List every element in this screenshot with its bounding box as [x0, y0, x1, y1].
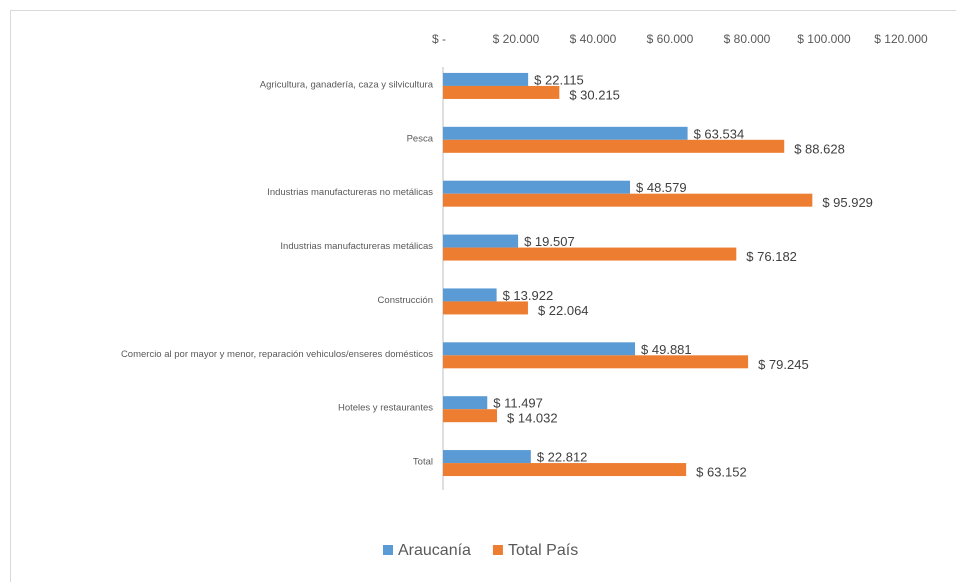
- x-tick-label: $ 80.000: [724, 32, 771, 46]
- category-label: Industrias manufactureras metálicas: [280, 241, 433, 252]
- bar: [443, 450, 531, 464]
- category-label: Comercio al por mayor y menor, reparació…: [121, 349, 433, 360]
- bar: [443, 342, 636, 356]
- bar: [443, 355, 749, 369]
- legend-swatch: [383, 545, 393, 555]
- x-tick-label: $ 100.000: [797, 32, 851, 46]
- x-tick-label: $ 40.000: [570, 32, 617, 46]
- bar: [443, 72, 529, 86]
- bar: [443, 409, 498, 423]
- category-label: Total: [413, 457, 433, 468]
- data-label: $ 19.507: [524, 234, 575, 249]
- data-label: $ 22.064: [538, 303, 589, 318]
- legend-label: Total País: [508, 542, 578, 559]
- data-label: $ 22.812: [537, 450, 588, 465]
- data-label: $ 95.929: [822, 195, 873, 210]
- data-label: $ 88.628: [794, 141, 845, 156]
- data-label: $ 63.534: [694, 126, 745, 141]
- x-tick-label: $ 120.000: [874, 32, 928, 46]
- bar: [443, 85, 560, 99]
- bar: [443, 463, 687, 477]
- bar: [443, 396, 488, 410]
- category-label: Construcción: [378, 295, 433, 306]
- x-tick-label: $ -: [432, 32, 446, 46]
- category-label: Agricultura, ganadería, caza y silvicult…: [260, 79, 434, 90]
- bar: [443, 126, 688, 140]
- bar: [443, 193, 813, 207]
- category-label: Hoteles y restaurantes: [338, 403, 433, 414]
- category-label: Pesca: [407, 133, 434, 144]
- legend-label: Araucanía: [398, 542, 471, 559]
- data-label: $ 63.152: [696, 465, 747, 480]
- x-tick-label: $ 20.000: [493, 32, 540, 46]
- category-label: Industrias manufactureras no metálicas: [267, 187, 433, 198]
- data-label: $ 79.245: [758, 357, 809, 372]
- x-tick-label: $ 60.000: [647, 32, 694, 46]
- data-label: $ 13.922: [503, 288, 554, 303]
- bar: [443, 180, 631, 194]
- data-label: $ 22.115: [534, 72, 584, 87]
- bar: [443, 234, 519, 248]
- bar: [443, 139, 785, 153]
- bar: [443, 247, 737, 261]
- data-label: $ 49.881: [641, 342, 692, 357]
- bar: [443, 288, 497, 302]
- data-label: $ 11.497: [493, 396, 543, 411]
- bar: [443, 301, 528, 315]
- data-label: $ 14.032: [507, 411, 558, 426]
- legend-swatch: [492, 545, 503, 555]
- data-label: $ 76.182: [746, 249, 797, 264]
- data-label: $ 48.579: [636, 180, 687, 195]
- data-label: $ 30.215: [569, 87, 620, 102]
